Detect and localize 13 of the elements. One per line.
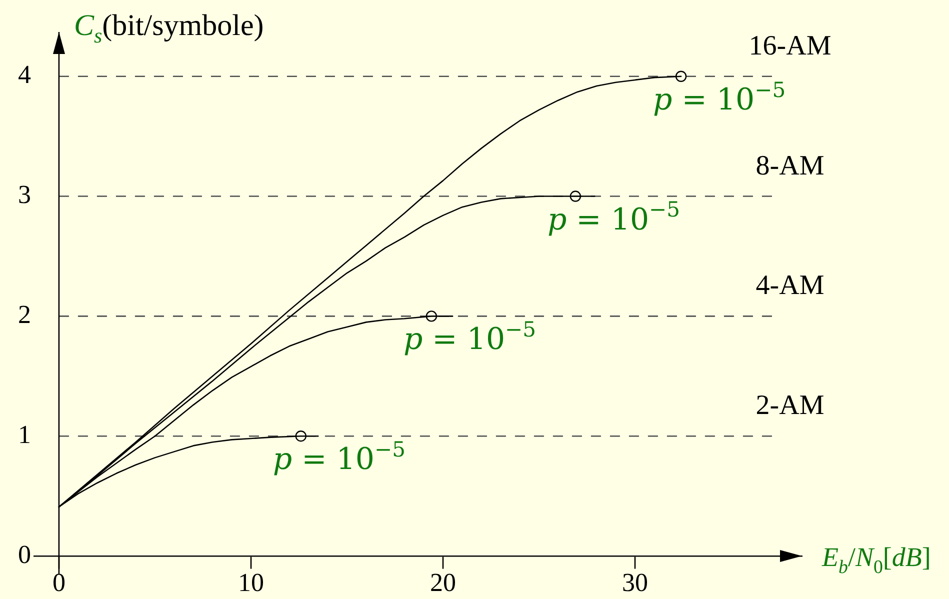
y-tick-label: 1 bbox=[18, 420, 31, 449]
y-tick-label: 4 bbox=[18, 60, 31, 90]
x-tick-label: 20 bbox=[430, 568, 456, 597]
x-tick-label: 30 bbox=[622, 568, 648, 597]
ref-line-label: 4-AM bbox=[756, 270, 824, 302]
y-tick-label: 2 bbox=[18, 300, 31, 330]
ref-line-label: 16-AM bbox=[748, 30, 832, 62]
y-tick-label: 3 bbox=[18, 180, 31, 210]
ref-line-label: 8-AM bbox=[756, 150, 824, 182]
y-tick-label: 0 bbox=[18, 540, 31, 569]
x-tick-label: 0 bbox=[52, 568, 66, 597]
x-tick-label: 10 bbox=[238, 568, 264, 597]
ref-line-label: 2-AM bbox=[756, 390, 824, 422]
